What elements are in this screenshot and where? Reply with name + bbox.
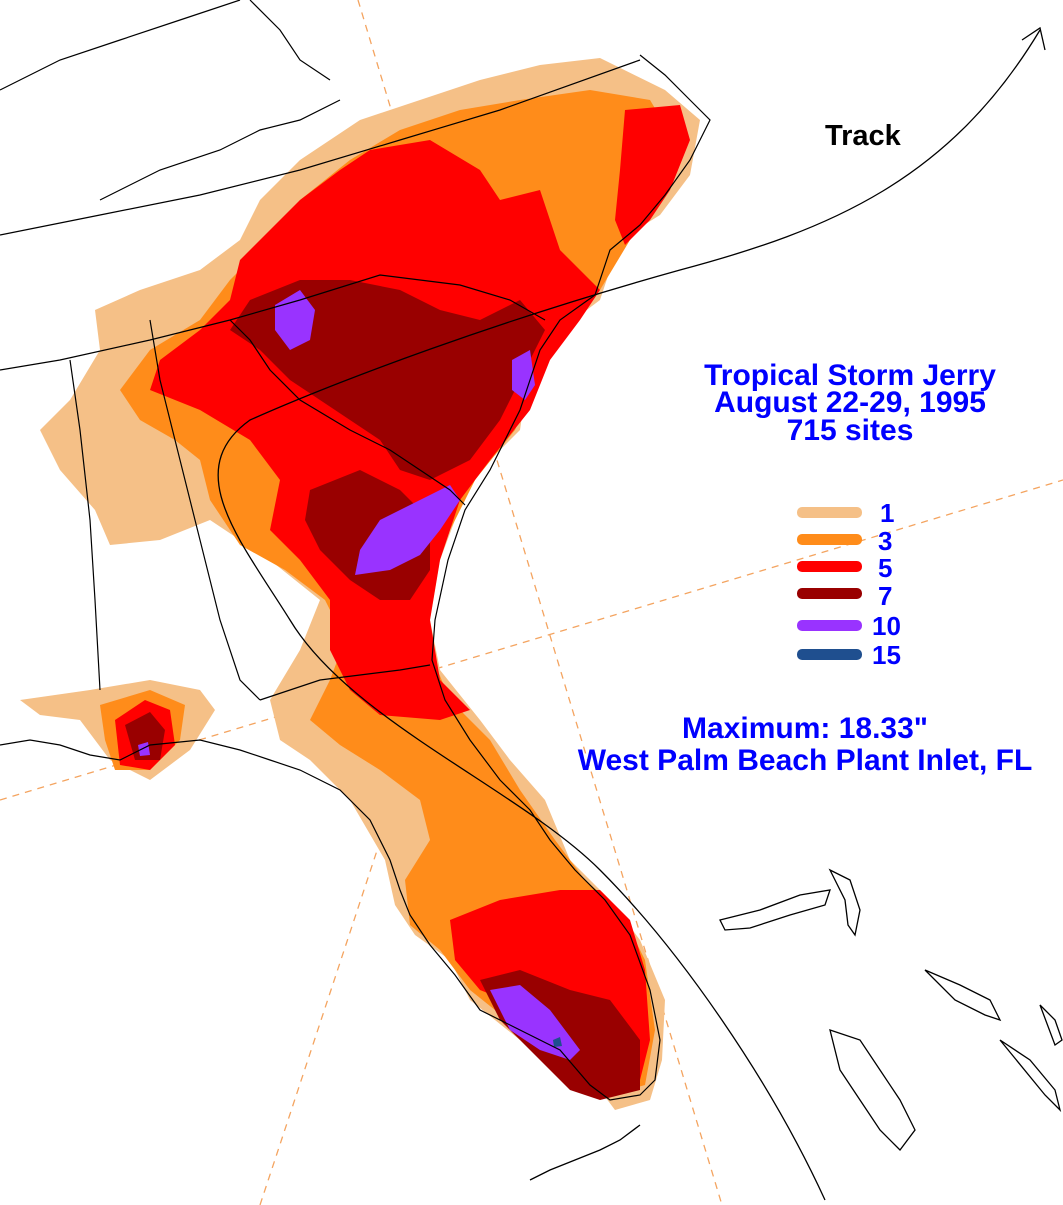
legend-swatch-7	[797, 588, 862, 599]
legend-swatch-15	[797, 649, 862, 660]
legend-swatch-10	[797, 620, 862, 631]
state-line-tn	[0, 319, 231, 371]
florida-keys	[529, 1124, 641, 1181]
legend-label-3: 3	[878, 526, 892, 556]
contour-5-nc-coast	[615, 105, 690, 245]
rainfall-contours	[20, 58, 700, 1110]
legend-label-15: 15	[872, 640, 901, 670]
contour-15-west-palm	[553, 1037, 562, 1047]
title-block: Tropical Storm Jerry August 22-29, 1995 …	[704, 359, 996, 447]
legend: 1 3 5 7 10 15	[797, 498, 901, 670]
state-line-va-nc	[0, 59, 641, 236]
state-line-al-ms	[69, 359, 101, 691]
legend-label-5: 5	[878, 553, 892, 583]
contour-10-panhandle	[138, 742, 150, 756]
state-line-nc-sc	[229, 274, 546, 321]
state-line-va-md	[249, 0, 331, 81]
legend-swatch-1	[797, 507, 862, 518]
maximum-location: West Palm Beach Plant Inlet, FL	[578, 744, 1033, 777]
island-andros	[829, 1029, 916, 1151]
contour-10-ga-coast	[355, 485, 460, 575]
title-line-1: Tropical Storm Jerry	[704, 359, 996, 392]
contour-10-sc-coast	[512, 350, 535, 400]
island-eleuthera	[924, 969, 1002, 1022]
island-cat	[1039, 1004, 1063, 1047]
islands	[529, 868, 1063, 1181]
island-grand-bahama	[719, 889, 831, 931]
contour-7-panhandle	[125, 712, 165, 760]
title-line-2: August 22-29, 1995	[714, 386, 986, 419]
state-line-va-wv	[0, 0, 241, 91]
track-line	[217, 29, 1041, 1201]
storm-track	[217, 26, 1046, 1201]
island-abaco	[828, 868, 861, 937]
track-arrowhead-icon	[1021, 26, 1046, 51]
state-line-ky	[99, 99, 341, 201]
track-label: Track	[825, 120, 902, 152]
title-line-3: 715 sites	[787, 414, 914, 447]
legend-swatch-3	[797, 534, 862, 545]
legend-label-1: 1	[880, 498, 894, 528]
legend-label-10: 10	[872, 611, 901, 641]
maximum-block: Maximum: 18.33" West Palm Beach Plant In…	[578, 712, 1033, 777]
legend-label-7: 7	[878, 581, 892, 611]
state-line-ga-sc	[229, 319, 466, 506]
contour-10-nc	[275, 290, 315, 350]
coastline	[0, 54, 711, 1101]
contour-7-georgia	[305, 470, 430, 600]
state-line-fl-ga	[259, 664, 431, 701]
island-exuma	[999, 1039, 1062, 1113]
state-line-ga-al	[149, 319, 261, 701]
maximum-value: Maximum: 18.33"	[682, 712, 928, 745]
legend-swatch-5	[797, 561, 862, 572]
boundaries	[0, 0, 711, 1101]
